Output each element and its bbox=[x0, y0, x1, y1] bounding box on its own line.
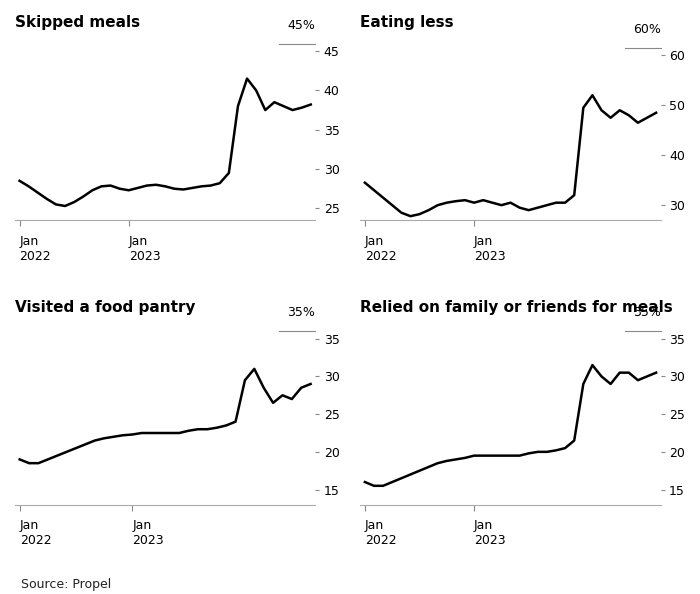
Text: 60%: 60% bbox=[633, 23, 661, 36]
Text: Jan
2023: Jan 2023 bbox=[132, 520, 164, 548]
Text: Jan
2023: Jan 2023 bbox=[474, 235, 505, 263]
Text: Eating less: Eating less bbox=[360, 15, 454, 30]
Text: Jan
2023: Jan 2023 bbox=[474, 520, 505, 548]
Text: Skipped meals: Skipped meals bbox=[15, 15, 140, 30]
Text: Relied on family or friends for meals: Relied on family or friends for meals bbox=[360, 299, 673, 314]
Text: 35%: 35% bbox=[288, 307, 315, 319]
Text: Jan
2022: Jan 2022 bbox=[365, 235, 396, 263]
Text: Jan
2022: Jan 2022 bbox=[365, 520, 396, 548]
Text: Jan
2022: Jan 2022 bbox=[20, 520, 51, 548]
Text: Visited a food pantry: Visited a food pantry bbox=[15, 299, 195, 314]
Text: Jan
2023: Jan 2023 bbox=[129, 235, 160, 263]
Text: Source: Propel: Source: Propel bbox=[21, 578, 111, 591]
Text: Jan
2022: Jan 2022 bbox=[20, 235, 51, 263]
Text: 35%: 35% bbox=[633, 307, 661, 319]
Text: 45%: 45% bbox=[288, 18, 315, 31]
